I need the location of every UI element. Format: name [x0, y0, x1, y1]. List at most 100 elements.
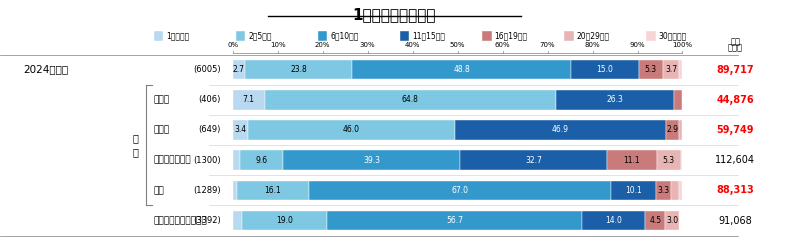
Text: 100%: 100% [672, 42, 693, 48]
Text: 88,313: 88,313 [716, 185, 754, 195]
Bar [233, 211, 241, 230]
Text: 就業フリーター: 就業フリーター [154, 156, 192, 165]
Text: 4.5: 4.5 [649, 216, 661, 225]
Text: 59,749: 59,749 [716, 125, 754, 135]
Text: 60%: 60% [495, 42, 510, 48]
Text: 属
性: 属 性 [133, 133, 139, 157]
Bar [309, 181, 611, 200]
Text: 6〜10万円: 6〜10万円 [331, 31, 359, 40]
Bar [245, 60, 352, 79]
Text: 39.3: 39.3 [363, 156, 380, 165]
Bar [482, 31, 492, 41]
Text: 2.7: 2.7 [233, 65, 245, 74]
Bar [646, 31, 656, 41]
Bar [663, 60, 679, 79]
Text: 2024年全体: 2024年全体 [24, 65, 69, 75]
Text: 20〜29万円: 20〜29万円 [577, 31, 610, 40]
Text: 11〜15万円: 11〜15万円 [413, 31, 446, 40]
Bar [400, 31, 409, 41]
Text: 5.3: 5.3 [645, 65, 656, 74]
Bar [679, 181, 682, 200]
Text: 46.0: 46.0 [343, 125, 360, 134]
Text: 3.0: 3.0 [666, 216, 679, 225]
Text: 16.1: 16.1 [264, 186, 282, 195]
Bar [645, 211, 665, 230]
Bar [679, 120, 682, 140]
Text: 3.3: 3.3 [657, 186, 669, 195]
Text: 1カ月あたりの収入: 1カ月あたりの収入 [353, 7, 436, 22]
Text: 90%: 90% [630, 42, 645, 48]
Text: 46.9: 46.9 [552, 125, 569, 134]
Text: 11.1: 11.1 [623, 156, 640, 165]
Bar [318, 31, 327, 41]
Bar [233, 181, 237, 200]
Text: 19.0: 19.0 [276, 216, 293, 225]
Bar [233, 90, 264, 110]
Text: 3.7: 3.7 [665, 65, 677, 74]
Bar [248, 120, 455, 140]
Text: 64.8: 64.8 [402, 95, 419, 104]
Text: 30%: 30% [360, 42, 376, 48]
Text: 56.7: 56.7 [447, 216, 463, 225]
Text: (406): (406) [199, 95, 221, 104]
Text: 70%: 70% [540, 42, 555, 48]
Text: (6005): (6005) [193, 65, 221, 74]
Text: 0%: 0% [227, 42, 238, 48]
Text: （円）: （円） [727, 43, 743, 52]
Bar [233, 60, 245, 79]
Text: (3392): (3392) [193, 216, 221, 225]
Bar [352, 60, 571, 79]
Bar [656, 181, 671, 200]
Bar [233, 120, 248, 140]
Text: 44,876: 44,876 [716, 95, 754, 105]
Text: 大学生: 大学生 [154, 125, 170, 134]
Text: 50%: 50% [450, 42, 466, 48]
Text: (1289): (1289) [193, 186, 221, 195]
Text: 9.6: 9.6 [256, 156, 267, 165]
Text: 16〜19万円: 16〜19万円 [495, 31, 528, 40]
Text: 10.1: 10.1 [625, 186, 641, 195]
Text: ミドルシニア・シニア: ミドルシニア・シニア [154, 216, 208, 225]
Bar [639, 60, 663, 79]
Text: 2〜5万円: 2〜5万円 [249, 31, 272, 40]
Bar [657, 150, 681, 170]
Bar [264, 90, 556, 110]
Bar [681, 150, 682, 170]
Text: 平均: 平均 [731, 37, 740, 46]
Bar [241, 211, 327, 230]
Text: 67.0: 67.0 [451, 186, 469, 195]
Bar [460, 150, 607, 170]
Bar [582, 211, 645, 230]
Bar [237, 181, 309, 200]
Bar [571, 60, 639, 79]
Bar [154, 31, 163, 41]
Text: 89,717: 89,717 [716, 65, 754, 75]
Text: 20%: 20% [315, 42, 331, 48]
Bar [607, 150, 657, 170]
Text: 40%: 40% [405, 42, 421, 48]
Text: 80%: 80% [585, 42, 600, 48]
Text: 3.4: 3.4 [234, 125, 246, 134]
Text: (649): (649) [199, 125, 221, 134]
Bar [666, 120, 679, 140]
Text: 15.0: 15.0 [596, 65, 614, 74]
Bar [665, 211, 679, 230]
Text: 48.8: 48.8 [454, 65, 470, 74]
Text: 主婦: 主婦 [154, 186, 165, 195]
Bar [564, 31, 574, 41]
Text: 7.1: 7.1 [243, 95, 255, 104]
Text: 14.0: 14.0 [605, 216, 622, 225]
Bar [671, 181, 679, 200]
Bar [556, 90, 675, 110]
Bar [327, 211, 582, 230]
Text: 2.9: 2.9 [667, 125, 679, 134]
Bar [455, 120, 666, 140]
Text: 10%: 10% [270, 42, 286, 48]
Text: 23.8: 23.8 [290, 65, 307, 74]
Text: 高校生: 高校生 [154, 95, 170, 104]
Text: 26.3: 26.3 [607, 95, 623, 104]
Bar [283, 150, 460, 170]
Text: (1300): (1300) [193, 156, 221, 165]
Text: 1万円以下: 1万円以下 [166, 31, 189, 40]
Bar [675, 90, 682, 110]
